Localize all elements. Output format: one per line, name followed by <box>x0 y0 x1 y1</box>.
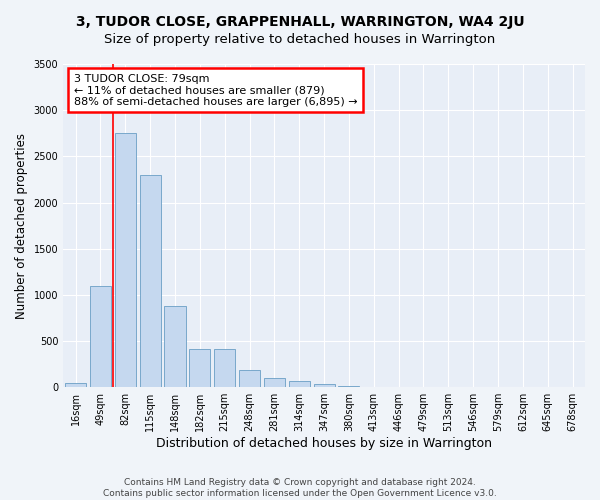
Text: 3 TUDOR CLOSE: 79sqm
← 11% of detached houses are smaller (879)
88% of semi-deta: 3 TUDOR CLOSE: 79sqm ← 11% of detached h… <box>74 74 357 107</box>
Bar <box>140 175 161 387</box>
Bar <box>65 382 86 387</box>
Bar <box>164 306 185 387</box>
Text: Size of property relative to detached houses in Warrington: Size of property relative to detached ho… <box>104 32 496 46</box>
Bar <box>264 378 285 387</box>
Bar <box>239 370 260 387</box>
Bar <box>214 349 235 387</box>
Bar <box>338 386 359 387</box>
Y-axis label: Number of detached properties: Number of detached properties <box>15 132 28 318</box>
Text: 3, TUDOR CLOSE, GRAPPENHALL, WARRINGTON, WA4 2JU: 3, TUDOR CLOSE, GRAPPENHALL, WARRINGTON,… <box>76 15 524 29</box>
X-axis label: Distribution of detached houses by size in Warrington: Distribution of detached houses by size … <box>156 437 492 450</box>
Bar <box>90 286 111 387</box>
Bar <box>115 134 136 387</box>
Bar <box>189 349 211 387</box>
Text: Contains HM Land Registry data © Crown copyright and database right 2024.
Contai: Contains HM Land Registry data © Crown c… <box>103 478 497 498</box>
Bar <box>314 384 335 387</box>
Bar <box>289 381 310 387</box>
